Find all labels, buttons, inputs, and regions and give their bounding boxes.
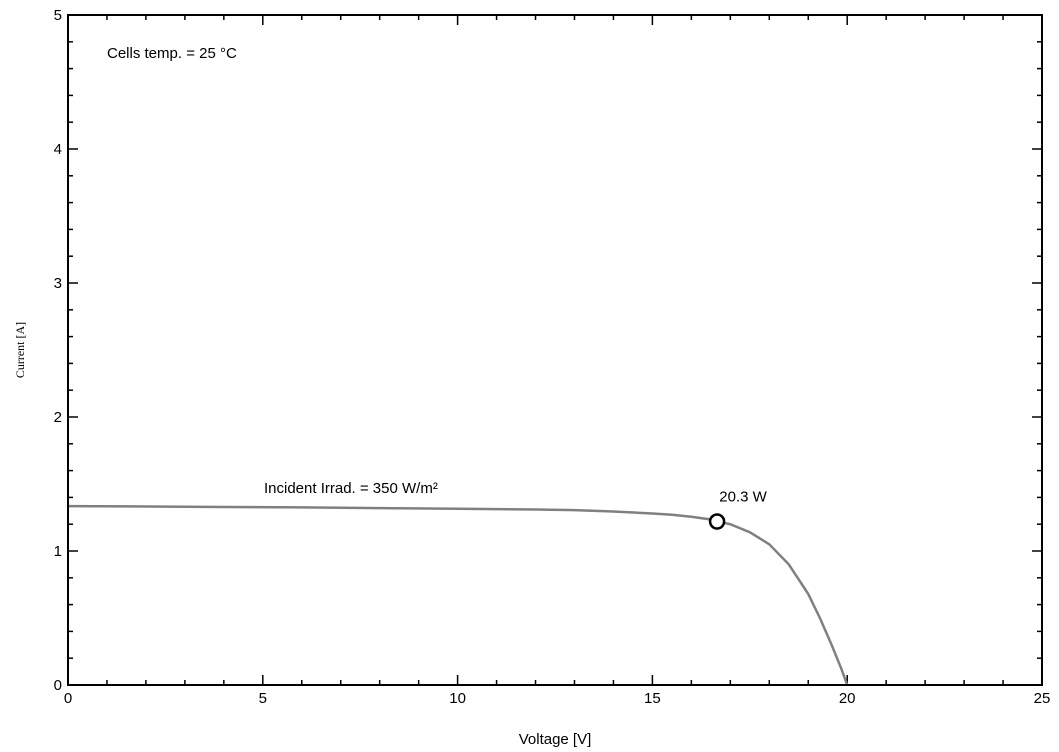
x-axis-title: Voltage [V]	[519, 731, 592, 748]
x-tick-label: 15	[644, 690, 661, 707]
incident-irradiance-annotation: Incident Irrad. = 350 W/m²	[264, 480, 438, 497]
x-tick-label: 0	[64, 690, 72, 707]
iv-curve-line	[67, 504, 849, 686]
y-tick-label: 5	[54, 7, 62, 24]
x-tick-label: 20	[839, 690, 856, 707]
x-tick-label: 10	[449, 690, 466, 707]
max-power-point-marker	[708, 513, 726, 530]
plot-frame	[67, 14, 1043, 686]
x-tick-label: 5	[259, 690, 267, 707]
axis-tick-labels: 0 5 10 15 20 25 0 1 2 3 4 5	[54, 7, 1051, 707]
y-tick-label: 0	[54, 677, 62, 694]
cells-temp-annotation: Cells temp. = 25 °C	[107, 45, 237, 62]
y-tick-label: 3	[54, 275, 62, 292]
max-power-label: 20.3 W	[719, 489, 767, 506]
y-tick-label: 2	[54, 409, 62, 426]
y-tick-label: 4	[54, 141, 62, 158]
y-tick-label: 1	[54, 543, 62, 560]
y-axis-title: Current [A]	[13, 322, 27, 378]
x-tick-label: 25	[1034, 690, 1051, 707]
